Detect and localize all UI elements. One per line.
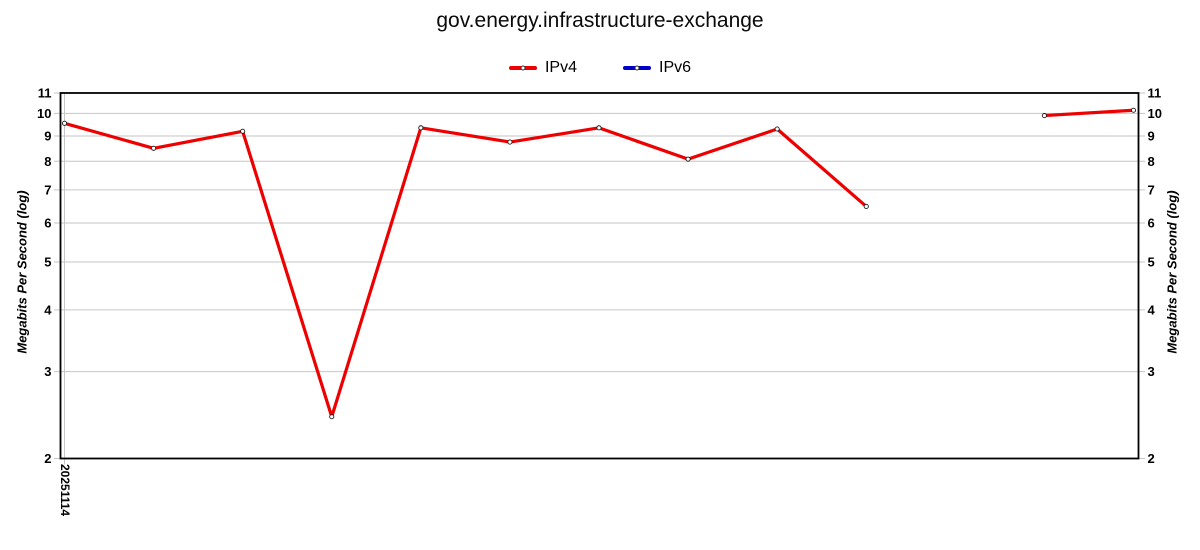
plot-frame	[59, 92, 1140, 460]
y-tick-label-right: 7	[1148, 182, 1155, 197]
y-tick-label-left: 10	[37, 106, 51, 121]
data-point-marker-ipv4	[329, 414, 335, 420]
chart-legend: IPv4 IPv6	[0, 58, 1200, 78]
y-tick-label-left: 9	[44, 129, 51, 144]
y-tick-label-left: 11	[38, 86, 52, 101]
y-tick-label-right: 5	[1148, 255, 1155, 270]
data-point-marker-ipv4	[240, 128, 246, 134]
y-tick-label-right: 11	[1148, 86, 1162, 101]
y-tick-label-left: 3	[44, 364, 51, 379]
y-tick-label-right: 10	[1148, 106, 1162, 121]
y-tick-label-right: 3	[1148, 364, 1155, 379]
data-point-marker-ipv4	[774, 126, 780, 132]
data-point-marker-ipv4	[507, 139, 513, 145]
data-point-marker-ipv4	[1041, 113, 1047, 119]
y-tick-label-right: 8	[1148, 154, 1155, 169]
series-line-ipv4	[1042, 108, 1136, 118]
y-axis-label-right: Megabits Per Second (log)	[1164, 190, 1180, 354]
y-tick-label-left: 4	[44, 302, 52, 317]
ipv4-marker-dot-icon	[520, 65, 526, 71]
data-point-marker-ipv4	[61, 120, 68, 126]
legend-item-ipv4: IPv4	[508, 59, 577, 77]
y-tick-label-right: 4	[1148, 302, 1156, 317]
y-tick-label-right: 2	[1148, 451, 1155, 466]
legend-label-ipv6: IPv6	[659, 59, 692, 76]
y-tick-label-right: 6	[1148, 215, 1155, 230]
data-point-marker-ipv4	[418, 125, 424, 131]
legend-label-ipv4: IPv4	[544, 59, 577, 76]
ipv6-line-sample-icon	[623, 65, 651, 71]
y-tick-label-left: 8	[44, 154, 51, 169]
data-point-marker-ipv4	[685, 156, 691, 162]
y-tick-label-left: 6	[44, 215, 51, 230]
legend-item-ipv6: IPv6	[623, 59, 691, 77]
y-tick-label-right: 9	[1148, 129, 1155, 144]
data-point-marker-ipv4	[1130, 107, 1137, 113]
x-tick-label-first: 20251114	[58, 464, 72, 517]
series-line-ipv4	[62, 121, 868, 419]
y-tick-label-left: 7	[44, 182, 51, 197]
y-tick-label-left: 5	[44, 255, 51, 270]
data-point-marker-ipv4	[596, 125, 602, 131]
y-tick-label-left: 2	[44, 451, 51, 466]
y-axis-label-left: Megabits Per Second (log)	[14, 190, 30, 354]
chart-title: gov.energy.infrastructure-exchange	[436, 9, 764, 32]
data-point-marker-ipv4	[151, 145, 157, 151]
ipv6-marker-dot-icon	[634, 65, 640, 71]
ipv4-line-sample-icon	[508, 65, 537, 71]
data-point-marker-ipv4	[863, 203, 869, 210]
